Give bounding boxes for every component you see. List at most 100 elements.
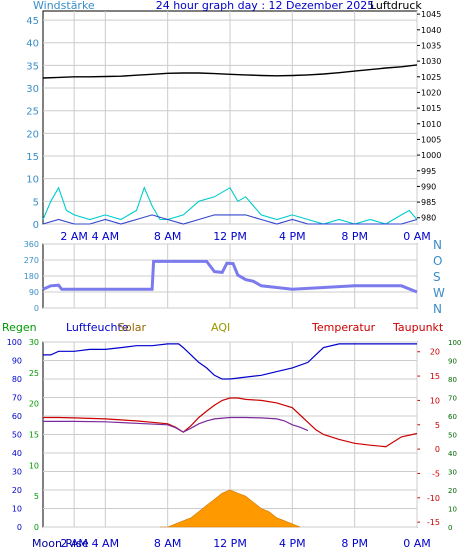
- aqi-tick-label: 90: [448, 358, 457, 366]
- humidity-tick-label: 10: [12, 505, 22, 514]
- y-tick-label-left: 360: [24, 240, 39, 249]
- x-tick-label: 4 AM: [92, 230, 120, 243]
- x-tick-label: 4 PM: [279, 230, 306, 243]
- x-tick-label: 8 PM: [341, 230, 368, 243]
- series-line: [42, 214, 418, 225]
- solar-area: [159, 489, 301, 528]
- y-tick-label-right: 1020: [421, 88, 441, 97]
- y-tick-label-left: 45: [26, 16, 39, 27]
- humidity-tick-label: 80: [12, 375, 22, 384]
- temp-tick-label: 15: [430, 372, 440, 381]
- rain-tick-label: 30: [29, 338, 39, 347]
- direction-label: N: [433, 302, 442, 316]
- humidity-tick-label: 60: [12, 412, 22, 421]
- y-tick-label-left: 40: [26, 39, 39, 50]
- aqi-tick-label: 60: [448, 413, 457, 421]
- aqi-tick-label: 0: [448, 524, 452, 532]
- rain-tick-label: 5: [34, 492, 39, 501]
- y-tick-label-left: 25: [26, 107, 39, 118]
- series-line: [42, 186, 418, 225]
- aqi-tick-label: 50: [448, 432, 457, 440]
- direction-label: W: [433, 286, 445, 300]
- x-tick-label: 4 PM: [279, 537, 306, 550]
- taupunkt-label: Taupunkt: [392, 321, 444, 334]
- rain-tick-label: 15: [29, 431, 39, 440]
- series-line: [43, 416, 309, 433]
- temp-tick-label: 20: [430, 348, 440, 357]
- x-tick-label: 12 PM: [213, 230, 247, 243]
- y-tick-label-left: 35: [26, 61, 39, 72]
- temp-tick-label: 5: [435, 421, 440, 430]
- y-tick-label-left: 15: [26, 152, 39, 163]
- y-tick-label-right: 1005: [421, 135, 441, 144]
- temp-tick-label: 0: [435, 445, 440, 454]
- aqi-tick-label: 10: [448, 506, 457, 514]
- x-tick-label: 0 AM: [403, 230, 431, 243]
- aqi-tick-label: 30: [448, 469, 457, 477]
- humidity-tick-label: 100: [7, 338, 22, 347]
- x-tick-label: 0 AM: [403, 537, 431, 550]
- wind-axis-label: Windstärke: [33, 0, 95, 12]
- y-tick-label-right: 1040: [421, 26, 441, 35]
- temperatur-label: Temperatur: [311, 321, 376, 334]
- y-tick-label-right: 1000: [421, 151, 441, 160]
- chart-title: 24 hour graph day : 12 Dezember 2025: [156, 0, 375, 12]
- aqi-tick-label: 80: [448, 376, 457, 384]
- y-tick-label-left: 20: [26, 129, 39, 140]
- y-tick-label-right: 1035: [421, 41, 441, 50]
- rain-tick-label: 20: [29, 400, 39, 409]
- y-tick-label-left: 180: [24, 272, 39, 281]
- humidity-tick-label: 0: [17, 523, 22, 532]
- humidity-tick-label: 70: [12, 394, 22, 403]
- pressure-axis-label: Luftdruck: [370, 0, 422, 12]
- y-tick-label-left: 0: [34, 304, 39, 313]
- x-tick-label: 2 AM: [60, 230, 88, 243]
- series-line: [43, 343, 417, 380]
- x-tick-label: 8 PM: [341, 537, 368, 550]
- temp-tick-label: -10: [427, 494, 440, 503]
- top-panel: 24 hour graph day : 12 Dezember 2025 Win…: [26, 0, 441, 243]
- solar-label: Solar: [118, 321, 147, 334]
- series-line: [43, 397, 418, 448]
- luftfeuchte-label: Luftfeuchte: [66, 321, 129, 334]
- direction-label: S: [433, 270, 441, 284]
- humidity-tick-label: 30: [12, 468, 22, 477]
- humidity-tick-label: 90: [12, 357, 22, 366]
- y-tick-label-left: 5: [33, 197, 39, 208]
- y-tick-label-right: 980: [421, 214, 436, 223]
- y-tick-label-left: 30: [26, 84, 39, 95]
- direction-label: O: [433, 254, 442, 268]
- temp-tick-label: -5: [432, 469, 440, 478]
- x-tick-label: 8 AM: [154, 537, 182, 550]
- y-tick-label-right: 985: [421, 198, 436, 207]
- humidity-tick-label: 20: [12, 486, 22, 495]
- y-tick-label-left: 10: [26, 175, 39, 186]
- y-tick-label-right: 995: [421, 167, 436, 176]
- x-tick-label: 4 AM: [92, 537, 120, 550]
- rain-tick-label: 25: [29, 369, 39, 378]
- aqi-tick-label: 100: [448, 339, 461, 347]
- moon-rise-label: Moon Rise: [32, 537, 89, 550]
- aqi-tick-label: 40: [448, 450, 457, 458]
- aqi-label: AQI: [211, 321, 230, 334]
- temp-tick-label: -15: [427, 518, 440, 527]
- rain-tick-label: 0: [34, 523, 39, 532]
- rain-tick-label: 10: [29, 461, 39, 470]
- y-tick-label-right: 1010: [421, 120, 441, 129]
- aqi-tick-label: 70: [448, 395, 457, 403]
- y-tick-label-right: 1025: [421, 73, 441, 82]
- x-tick-label: 12 PM: [213, 537, 247, 550]
- y-tick-label-right: 1045: [421, 10, 441, 19]
- x-tick-label: 8 AM: [154, 230, 182, 243]
- y-tick-label-right: 1015: [421, 104, 441, 113]
- y-tick-label-left: 90: [29, 288, 39, 297]
- y-tick-label-right: 1030: [421, 57, 441, 66]
- y-tick-label-left: 0: [33, 220, 39, 231]
- x-tick-label: 2 AM: [60, 537, 88, 550]
- humidity-tick-label: 40: [12, 449, 22, 458]
- regen-label: Regen: [2, 321, 37, 334]
- bottom-panel: Regen Luftfeuchte Solar AQI Temperatur T…: [2, 321, 461, 550]
- series-line: [42, 64, 418, 79]
- y-tick-label-left: 270: [24, 256, 39, 265]
